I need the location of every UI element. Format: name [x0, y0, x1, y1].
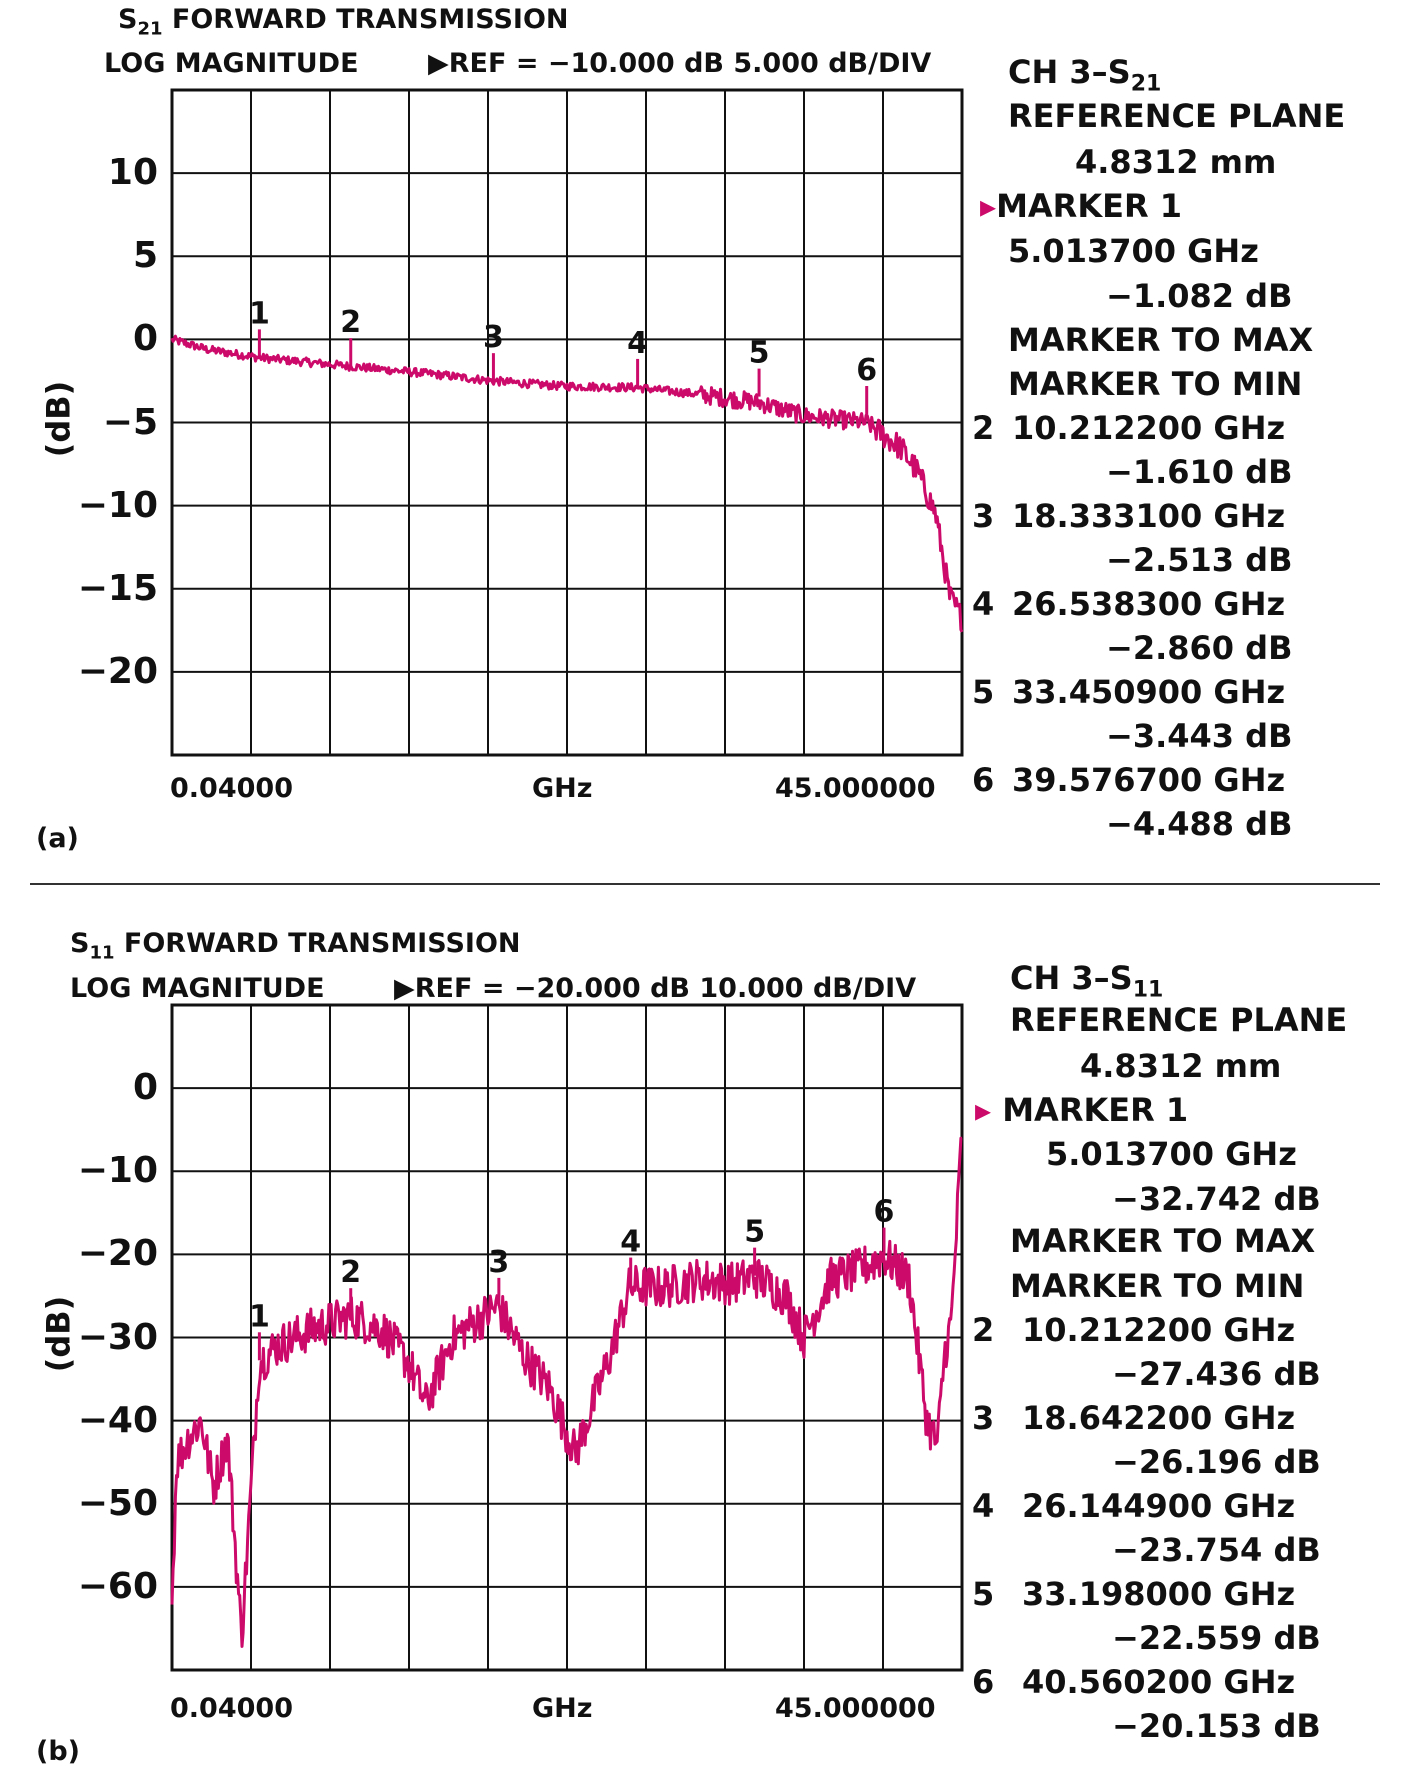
chart-a-xlabel-left: 0.04000: [170, 773, 293, 804]
chart-a-marker-list-freq: 33.450900 GHz: [1012, 673, 1286, 711]
chart-a-marker-1-label: 1: [249, 296, 270, 331]
chart-b-marker-3-label: 3: [488, 1245, 509, 1280]
chart-a-marker1-value: −1.082 dB: [1106, 277, 1293, 315]
chart-a-marker-3-label: 3: [483, 320, 504, 355]
marker-arrow-icon: ▸: [975, 1091, 992, 1129]
chart-b-ytick-label: −30: [77, 1316, 158, 1358]
chart-b-marker-4-label: 4: [620, 1225, 641, 1260]
chart-b-marker-to-min: MARKER TO MIN: [1010, 1267, 1305, 1305]
chart-b-marker1-freq: 5.013700 GHz: [1046, 1135, 1297, 1173]
chart-a-subtitle: LOG MAGNITUDE: [104, 48, 359, 79]
chart-a-title-sub: 21: [137, 18, 163, 40]
chart-a-marker-to-max: MARKER TO MAX: [1008, 321, 1314, 359]
chart-a-marker1-label: ▸MARKER 1: [980, 187, 1183, 225]
chart-b-subtitle: LOG MAGNITUDE: [70, 973, 325, 1004]
chart-b-marker-list-freq: 33.198000 GHz: [1022, 1575, 1296, 1613]
chart-b-ytick-label: −10: [77, 1150, 158, 1192]
chart-a-ytick-label: −5: [102, 401, 158, 443]
chart-b-marker-2-label: 2: [340, 1255, 361, 1290]
panel-separator: [30, 883, 1380, 885]
chart-b-channel: CH 3–S11: [1010, 959, 1164, 1003]
chart-b-ref-plane: REFERENCE PLANE: [1010, 1001, 1348, 1039]
chart-b-marker-list-value: −23.754 dB: [1112, 1531, 1321, 1569]
chart-a-ytick-label: −20: [77, 650, 158, 692]
chart-b-marker-5-label: 5: [744, 1215, 765, 1250]
chart-a-marker-list-number: 5: [972, 673, 995, 711]
chart-b-ytick-label: −40: [77, 1399, 158, 1441]
chart-a-ytick-label: 10: [107, 152, 158, 194]
chart-a-ytick-label: 5: [132, 235, 158, 277]
chart-a-ytick-label: −10: [77, 484, 158, 526]
chart-a-panel-label: (a): [36, 823, 79, 854]
marker-arrow-icon: ▸: [980, 187, 997, 225]
chart-b-ytick-label: −20: [77, 1233, 158, 1275]
chart-b-ref-text: ▶REF = −20.000 dB 10.000 dB/DIV: [394, 973, 917, 1004]
chart-b-marker-to-max: MARKER TO MAX: [1010, 1222, 1316, 1260]
chart-a-channel-sub: 21: [1130, 71, 1162, 97]
chart-a-marker-list-value: −1.610 dB: [1106, 453, 1293, 491]
chart-b-marker-1-label: 1: [249, 1299, 270, 1334]
chart-b-marker1-label: ▸ MARKER 1: [975, 1091, 1189, 1129]
chart-b-marker-list-value: −27.436 dB: [1112, 1355, 1321, 1393]
chart-a-marker-list-number: 3: [972, 497, 995, 535]
chart-b-xlabel-left: 0.04000: [170, 1693, 293, 1724]
chart-a-ytick-label: −15: [77, 567, 158, 609]
chart-a-channel: CH 3–S21: [1008, 53, 1162, 97]
chart-a-ref-plane-value: 4.8312 mm: [1075, 143, 1277, 181]
chart-a-trace-line: [170, 334, 964, 633]
chart-a-marker-2-label: 2: [340, 305, 361, 340]
chart-a-marker-5-label: 5: [749, 336, 770, 371]
chart-b-panel-label: (b): [36, 1736, 81, 1767]
chart-a-marker-list-value: −2.860 dB: [1106, 629, 1293, 667]
chart-a-marker-list-value: −2.513 dB: [1106, 541, 1293, 579]
chart-b-ytick-label: −50: [77, 1482, 158, 1524]
chart-b-marker-list-number: 6: [972, 1663, 995, 1701]
chart-a-marker-list-freq: 26.538300 GHz: [1012, 585, 1286, 623]
chart-a-title: S21 FORWARD TRANSMISSION: [118, 4, 569, 40]
chart-b-marker-list-value: −20.153 dB: [1112, 1707, 1321, 1745]
chart-b-trace-line: [170, 1136, 963, 1648]
chart-b-title-sub: 11: [89, 942, 115, 964]
chart-a-marker-list-number: 4: [972, 585, 995, 623]
chart-b-marker-list-value: −22.559 dB: [1112, 1619, 1321, 1657]
chart-a-marker-list-number: 6: [972, 761, 995, 799]
chart-a-marker-list-value: −3.443 dB: [1106, 717, 1293, 755]
chart-b-marker-6-label: 6: [874, 1195, 895, 1230]
chart-a-marker-to-min: MARKER TO MIN: [1008, 365, 1303, 403]
chart-b-marker-list-number: 2: [972, 1311, 995, 1349]
chart-a-marker-list-freq: 18.333100 GHz: [1012, 497, 1286, 535]
chart-b-ytick-label: −60: [77, 1565, 158, 1607]
chart-b-xlabel-mid: GHz: [532, 1693, 593, 1724]
chart-a-marker-6-label: 6: [856, 353, 877, 388]
chart-b-marker-list-number: 3: [972, 1399, 995, 1437]
chart-b-marker-list-value: −26.196 dB: [1112, 1443, 1321, 1481]
chart-b-marker-list-freq: 10.212200 GHz: [1022, 1311, 1296, 1349]
chart-b-marker-list-freq: 18.642200 GHz: [1022, 1399, 1296, 1437]
chart-a-marker-list-freq: 10.212200 GHz: [1012, 409, 1286, 447]
chart-a-xlabel-right: 45.000000: [775, 773, 936, 804]
chart-a-ref-plane: REFERENCE PLANE: [1008, 97, 1346, 135]
chart-a-ytick-label: 0: [132, 318, 158, 360]
chart-b-marker-list-number: 4: [972, 1487, 995, 1525]
chart-b-xlabel-right: 45.000000: [775, 1693, 936, 1724]
chart-b-marker1-value: −32.742 dB: [1112, 1180, 1321, 1218]
chart-b-marker-list-freq: 40.560200 GHz: [1022, 1663, 1296, 1701]
chart-b-marker-list-freq: 26.144900 GHz: [1022, 1487, 1296, 1525]
chart-a-marker1-freq: 5.013700 GHz: [1008, 232, 1259, 270]
chart-b-marker-list-number: 5: [972, 1575, 995, 1613]
chart-a-marker-list-number: 2: [972, 409, 995, 447]
chart-a-ref-text: ▶REF = −10.000 dB 5.000 dB/DIV: [428, 48, 932, 79]
chart-b-title: S11 FORWARD TRANSMISSION: [70, 928, 521, 964]
chart-a-marker-list-value: −4.488 dB: [1106, 805, 1293, 843]
chart-b-channel-sub: 11: [1132, 977, 1164, 1003]
chart-a-marker-list-freq: 39.576700 GHz: [1012, 761, 1286, 799]
chart-b-ytick-label: 0: [132, 1067, 158, 1109]
chart-a-xlabel-mid: GHz: [532, 773, 593, 804]
chart-b-ref-plane-value: 4.8312 mm: [1080, 1047, 1282, 1085]
chart-a-marker-4-label: 4: [627, 326, 648, 361]
